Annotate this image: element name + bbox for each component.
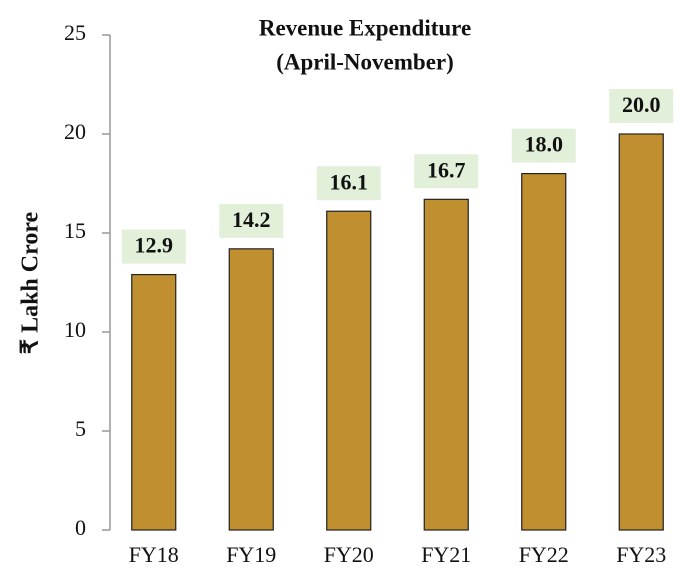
- value-label-bg: [414, 154, 479, 189]
- x-tick-label: FY19: [226, 542, 276, 567]
- chart-title: Revenue Expenditure: [259, 15, 471, 40]
- x-tick-label: FY22: [519, 542, 569, 567]
- value-label: 20.0: [622, 92, 661, 117]
- x-tick-label: FY20: [324, 542, 374, 567]
- value-label: 14.2: [232, 207, 271, 232]
- value-label: 16.1: [330, 169, 369, 194]
- bar: [326, 210, 372, 531]
- y-axis-label: ₹ Lakh Crore: [18, 211, 44, 354]
- value-label-bg: [511, 128, 576, 163]
- value-label-bg: [219, 203, 284, 238]
- y-tick-label: 0: [75, 515, 86, 540]
- bar: [131, 273, 177, 531]
- chart-subtitle: (April-November): [276, 49, 454, 74]
- x-tick-label: FY23: [616, 542, 666, 567]
- bar: [423, 198, 469, 531]
- y-tick-label: 5: [75, 416, 86, 441]
- y-tick-label: 25: [64, 20, 86, 45]
- y-tick-label: 20: [64, 119, 86, 144]
- value-label: 12.9: [135, 233, 174, 258]
- value-label: 18.0: [525, 132, 564, 157]
- x-tick-label: FY18: [129, 542, 179, 567]
- bar: [618, 133, 664, 531]
- y-tick-label: 15: [64, 218, 86, 243]
- y-tick-label: 10: [64, 317, 86, 342]
- value-label-bg: [316, 166, 381, 201]
- value-label-bg: [609, 89, 674, 123]
- value-label-bg: [121, 229, 186, 264]
- bar: [228, 248, 274, 531]
- bar: [521, 173, 567, 531]
- x-tick-label: FY21: [421, 542, 471, 567]
- value-label: 16.7: [427, 157, 466, 182]
